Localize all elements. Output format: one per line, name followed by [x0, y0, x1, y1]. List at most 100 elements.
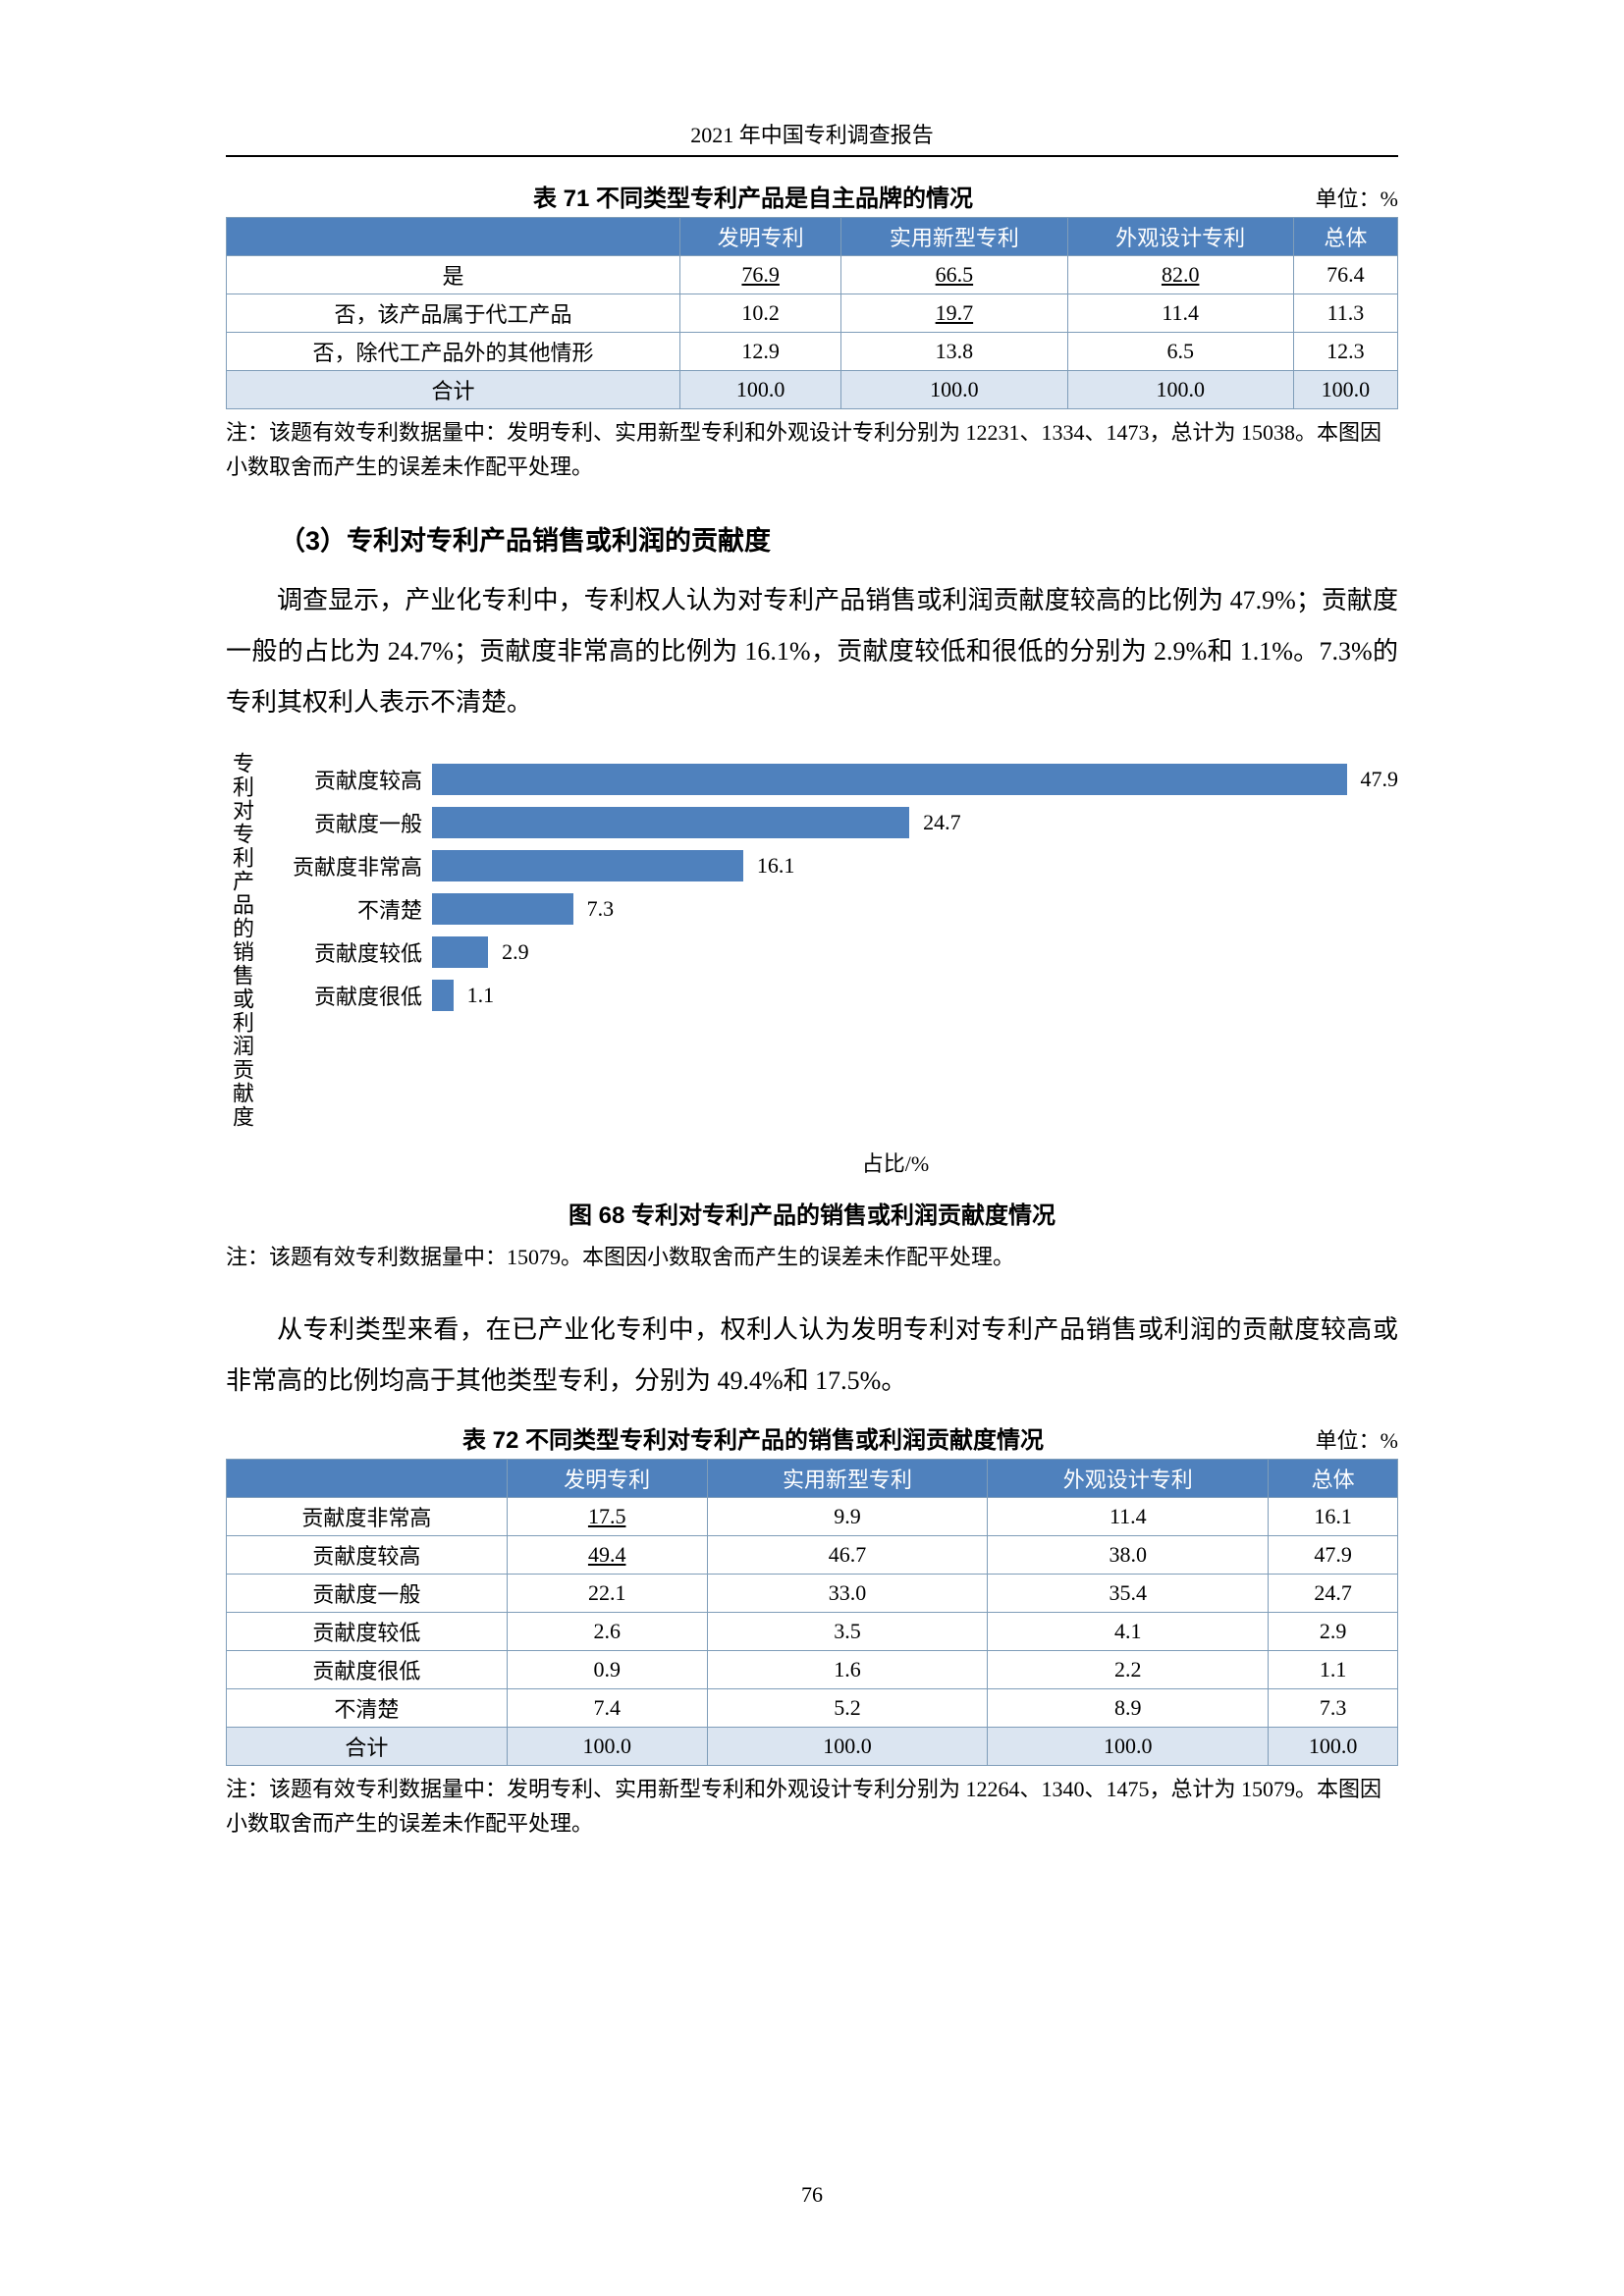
- row-label: 贡献度较高: [227, 1535, 508, 1574]
- column-header: 总体: [1269, 1459, 1398, 1497]
- cell: 13.8: [841, 333, 1067, 371]
- column-header: 总体: [1293, 218, 1397, 256]
- bar-fill: [432, 850, 743, 881]
- bar-category-label: 不清楚: [265, 893, 432, 925]
- bar-value-label: 47.9: [1361, 767, 1399, 792]
- cell: 100.0: [1067, 371, 1293, 409]
- table71-title: 表 71 不同类型专利产品是自主品牌的情况: [226, 179, 1280, 213]
- table71-unit: 单位：%: [1280, 182, 1398, 213]
- figure68-yaxis-label: 专利对专利产品的销售或利润贡献度: [226, 752, 257, 1129]
- row-label: 合计: [227, 371, 680, 409]
- table71: 发明专利实用新型专利外观设计专利总体 是76.966.582.076.4否，该产…: [226, 217, 1398, 409]
- row-label: 是: [227, 256, 680, 294]
- bar-row: 贡献度一般 24.7: [265, 807, 1398, 838]
- cell: 24.7: [1269, 1574, 1398, 1612]
- page-number: 76: [0, 2182, 1624, 2208]
- cell: 11.4: [988, 1497, 1269, 1535]
- cell: 11.3: [1293, 294, 1397, 333]
- cell: 5.2: [707, 1688, 988, 1727]
- table-row: 否，该产品属于代工产品10.219.711.411.3: [227, 294, 1398, 333]
- column-header: 发明专利: [680, 218, 841, 256]
- cell: 0.9: [507, 1650, 707, 1688]
- cell: 2.2: [988, 1650, 1269, 1688]
- bar-value-label: 7.3: [587, 896, 615, 922]
- cell: 76.4: [1293, 256, 1397, 294]
- bar-fill: [432, 807, 909, 838]
- cell: 82.0: [1067, 256, 1293, 294]
- paragraph-1: 调查显示，产业化专利中，专利权人认为对专利产品销售或利润贡献度较高的比例为 47…: [226, 575, 1398, 728]
- cell: 100.0: [680, 371, 841, 409]
- cell: 49.4: [507, 1535, 707, 1574]
- row-label: 贡献度较低: [227, 1612, 508, 1650]
- cell: 47.9: [1269, 1535, 1398, 1574]
- cell: 1.1: [1269, 1650, 1398, 1688]
- cell: 7.4: [507, 1688, 707, 1727]
- table72-note: 注：该题有效专利数据量中：发明专利、实用新型专利和外观设计专利分别为 12264…: [226, 1772, 1398, 1841]
- cell: 7.3: [1269, 1688, 1398, 1727]
- cell: 2.9: [1269, 1612, 1398, 1650]
- cell: 100.0: [507, 1727, 707, 1765]
- column-header: [227, 1459, 508, 1497]
- column-header: 发明专利: [507, 1459, 707, 1497]
- cell: 3.5: [707, 1612, 988, 1650]
- column-header: 外观设计专利: [1067, 218, 1293, 256]
- table-row: 合计100.0100.0100.0100.0: [227, 1727, 1398, 1765]
- cell: 9.9: [707, 1497, 988, 1535]
- cell: 11.4: [1067, 294, 1293, 333]
- table71-note: 注：该题有效专利数据量中：发明专利、实用新型专利和外观设计专利分别为 12231…: [226, 415, 1398, 484]
- cell: 35.4: [988, 1574, 1269, 1612]
- bar-category-label: 贡献度非常高: [265, 850, 432, 881]
- column-header: 实用新型专利: [841, 218, 1067, 256]
- header-rule: [226, 155, 1398, 157]
- figure68-chart: 专利对专利产品的销售或利润贡献度 贡献度较高47.9 贡献度一般 24.7 贡献度非常…: [226, 752, 1398, 1178]
- cell: 100.0: [1269, 1727, 1398, 1765]
- bar-category-label: 贡献度很低: [265, 980, 432, 1011]
- cell: 46.7: [707, 1535, 988, 1574]
- table-row: 否，除代工产品外的其他情形12.913.86.512.3: [227, 333, 1398, 371]
- section-heading-3: （3）专利对专利产品销售或利润的贡献度: [226, 519, 1398, 558]
- table-row: 贡献度非常高17.59.911.416.1: [227, 1497, 1398, 1535]
- bar-fill: [432, 980, 454, 1011]
- row-label: 否，该产品属于代工产品: [227, 294, 680, 333]
- bar-fill: [432, 936, 488, 968]
- cell: 66.5: [841, 256, 1067, 294]
- cell: 100.0: [1293, 371, 1397, 409]
- cell: 38.0: [988, 1535, 1269, 1574]
- row-label: 否，除代工产品外的其他情形: [227, 333, 680, 371]
- table72-title: 表 72 不同类型专利对专利产品的销售或利润贡献度情况: [226, 1420, 1280, 1455]
- bar-fill: [432, 893, 573, 925]
- column-header: [227, 218, 680, 256]
- row-label: 合计: [227, 1727, 508, 1765]
- bar-row: 贡献度非常高 16.1: [265, 850, 1398, 881]
- row-label: 不清楚: [227, 1688, 508, 1727]
- running-header: 2021 年中国专利调查报告: [226, 118, 1398, 149]
- table-row: 贡献度较高49.446.738.047.9: [227, 1535, 1398, 1574]
- bar-value-label: 2.9: [502, 939, 529, 965]
- bar-row: 贡献度很低 1.1: [265, 980, 1398, 1011]
- column-header: 实用新型专利: [707, 1459, 988, 1497]
- table-row: 贡献度较低2.63.54.12.9: [227, 1612, 1398, 1650]
- bar-value-label: 16.1: [757, 853, 795, 879]
- table-row: 贡献度很低0.91.62.21.1: [227, 1650, 1398, 1688]
- cell: 17.5: [507, 1497, 707, 1535]
- cell: 33.0: [707, 1574, 988, 1612]
- bar-category-label: 贡献度一般: [265, 807, 432, 838]
- bar-row: 贡献度较高47.9: [265, 764, 1398, 795]
- cell: 22.1: [507, 1574, 707, 1612]
- cell: 1.6: [707, 1650, 988, 1688]
- cell: 19.7: [841, 294, 1067, 333]
- cell: 6.5: [1067, 333, 1293, 371]
- row-label: 贡献度非常高: [227, 1497, 508, 1535]
- cell: 12.9: [680, 333, 841, 371]
- cell: 16.1: [1269, 1497, 1398, 1535]
- bar-value-label: 1.1: [467, 983, 495, 1008]
- cell: 8.9: [988, 1688, 1269, 1727]
- cell: 10.2: [680, 294, 841, 333]
- bar-fill: [432, 764, 1347, 795]
- cell: 2.6: [507, 1612, 707, 1650]
- bar-value-label: 24.7: [923, 810, 961, 835]
- row-label: 贡献度一般: [227, 1574, 508, 1612]
- cell: 76.9: [680, 256, 841, 294]
- cell: 100.0: [988, 1727, 1269, 1765]
- bar-category-label: 贡献度较低: [265, 936, 432, 968]
